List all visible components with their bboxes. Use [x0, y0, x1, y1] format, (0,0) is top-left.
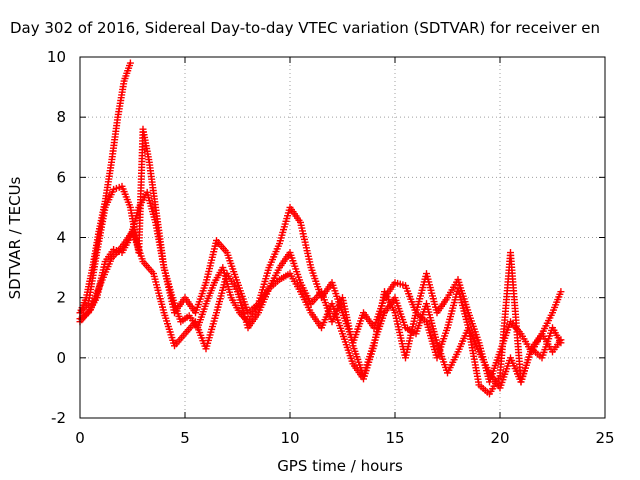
y-tick-label: -2 — [51, 409, 66, 427]
x-tick-label: 15 — [385, 429, 404, 447]
x-tick-label: 20 — [490, 429, 509, 447]
series-2 — [76, 125, 565, 386]
y-tick-label: 8 — [56, 108, 66, 126]
x-axis-label: GPS time / hours — [277, 457, 403, 475]
x-tick-label: 10 — [280, 429, 299, 447]
series-4 — [76, 227, 565, 392]
data-point — [126, 59, 134, 67]
data-point — [557, 288, 565, 296]
y-tick-label: 2 — [56, 289, 66, 307]
y-tick-label: 6 — [56, 168, 66, 186]
plot-frame — [79, 56, 606, 419]
chart-title: Day 302 of 2016, Sidereal Day-to-day VTE… — [10, 19, 600, 37]
y-tick-label: 4 — [56, 229, 66, 247]
data-points — [76, 59, 565, 398]
x-tick-label: 0 — [75, 429, 85, 447]
y-tick-label: 0 — [56, 349, 66, 367]
series-1 — [76, 59, 134, 317]
data-point — [557, 339, 565, 347]
x-tick-label: 25 — [595, 429, 614, 447]
x-tick-label: 5 — [180, 429, 190, 447]
axis-ticks: 0 5 10 15 20 25 -2 0 2 4 6 8 10 — [47, 48, 615, 447]
y-tick-label: 10 — [47, 48, 66, 66]
series-3 — [76, 188, 565, 398]
y-axis-label: SDTVAR / TECUs — [6, 176, 24, 299]
